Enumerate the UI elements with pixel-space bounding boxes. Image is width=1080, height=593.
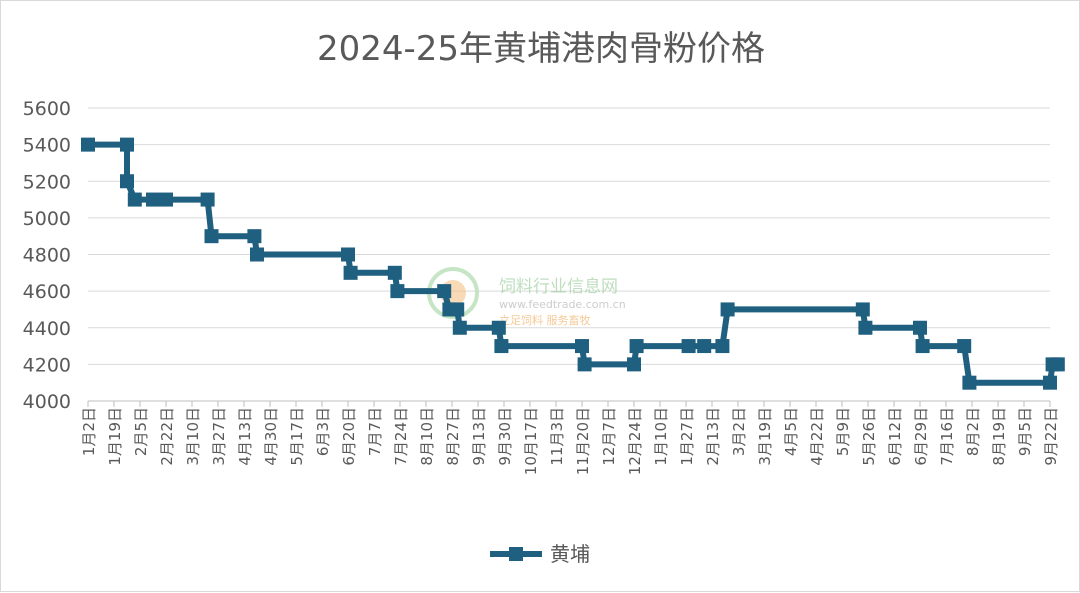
data-point xyxy=(1043,375,1057,390)
data-point xyxy=(715,339,730,354)
x-axis xyxy=(87,400,1051,407)
x-tick-label: 6月29日 xyxy=(912,407,930,466)
x-tick-label: 8月19日 xyxy=(990,407,1008,466)
data-point xyxy=(450,302,465,317)
data-point xyxy=(204,229,219,244)
x-tick-label: 6月20日 xyxy=(340,407,358,466)
x-tick-label: 7月16日 xyxy=(938,407,956,466)
data-point xyxy=(720,302,735,317)
y-tick-label: 4400 xyxy=(23,318,71,340)
watermark-url: www.feedtrade.com.cn xyxy=(499,298,626,311)
data-point xyxy=(858,320,873,335)
x-tick-label: 11月20日 xyxy=(574,407,592,475)
chart-title: 2024-25年黄埔港肉骨粉价格 xyxy=(317,29,765,69)
x-axis-ticks: 1月2日 1月19日 2月5日 2月22日 3月10日 3月27日 4月13日 4月30日 5月… xyxy=(80,407,1060,475)
y-tick-label: 4000 xyxy=(23,391,71,413)
x-tick-label: 4月30日 xyxy=(262,407,280,466)
data-point xyxy=(681,339,696,354)
data-point xyxy=(81,137,95,152)
x-tick-label: 12月7日 xyxy=(600,407,618,466)
x-tick-label: 12月24日 xyxy=(626,407,644,475)
data-point xyxy=(577,357,592,372)
legend-label: 黄埔 xyxy=(550,542,590,566)
data-point xyxy=(341,247,355,262)
series-line-黄埔 xyxy=(88,141,1058,386)
x-tick-label: 7月7日 xyxy=(366,407,384,456)
y-tick-label: 5400 xyxy=(23,135,71,157)
data-point xyxy=(200,192,215,207)
data-point xyxy=(452,320,467,335)
x-tick-label: 5月9日 xyxy=(834,407,852,456)
y-tick-label: 5000 xyxy=(23,208,71,230)
x-tick-label: 4月5日 xyxy=(782,407,800,456)
series-layer xyxy=(81,137,1065,390)
x-tick-label: 7月24日 xyxy=(392,407,410,466)
data-point xyxy=(146,192,160,207)
data-point xyxy=(491,320,506,335)
x-tick-label: 8月10日 xyxy=(418,407,436,466)
watermark-name: 饲料行业信息网 xyxy=(499,277,618,297)
x-tick-label: 1月2日 xyxy=(80,407,98,456)
data-point xyxy=(915,339,930,354)
x-tick-label: 9月30日 xyxy=(496,407,514,466)
x-tick-label: 4月13日 xyxy=(236,407,254,466)
x-tick-label: 9月22日 xyxy=(1042,407,1060,466)
gridlines xyxy=(88,107,1050,365)
data-point xyxy=(437,284,452,299)
y-tick-label: 5200 xyxy=(23,171,71,193)
y-axis-ticks: 4000 4200 4400 4600 4800 5000 5200 5400 5600 xyxy=(23,98,71,413)
data-point xyxy=(629,339,644,354)
x-tick-label: 5月26日 xyxy=(860,407,878,466)
data-point xyxy=(247,229,262,244)
x-tick-label: 3月10日 xyxy=(184,407,202,466)
data-point xyxy=(127,192,142,207)
y-tick-label: 4800 xyxy=(23,245,71,267)
data-point xyxy=(1050,357,1065,372)
x-tick-label: 3月19日 xyxy=(756,407,774,466)
y-tick-label: 4600 xyxy=(23,281,71,303)
data-point xyxy=(120,174,134,189)
data-point xyxy=(575,339,589,354)
x-tick-label: 9月13日 xyxy=(470,407,488,466)
legend-marker xyxy=(509,547,523,561)
data-point xyxy=(387,265,402,280)
data-point xyxy=(343,265,358,280)
legend: 黄埔 xyxy=(490,542,590,566)
x-tick-label: 2月22日 xyxy=(158,407,176,466)
x-tick-label: 10月17日 xyxy=(522,407,540,475)
y-tick-label: 4200 xyxy=(23,354,71,376)
x-tick-label: 8月2日 xyxy=(964,407,982,456)
data-point xyxy=(494,339,509,354)
x-tick-label: 8月27日 xyxy=(444,407,462,466)
data-point xyxy=(855,302,870,317)
data-point xyxy=(120,137,134,152)
x-tick-label: 5月17日 xyxy=(288,407,306,466)
data-point xyxy=(159,192,173,207)
x-tick-label: 1月10日 xyxy=(652,407,670,466)
data-point xyxy=(627,357,641,372)
data-point xyxy=(697,339,712,354)
x-tick-label: 1月19日 xyxy=(106,407,124,466)
watermark-slogan: 立足饲料 服务畜牧 xyxy=(499,313,591,327)
x-tick-label: 2月13日 xyxy=(704,407,722,466)
x-tick-label: 3月2日 xyxy=(730,407,748,456)
y-tick-label: 5600 xyxy=(23,98,71,120)
data-point xyxy=(957,339,972,354)
x-tick-label: 6月3日 xyxy=(314,407,332,456)
x-tick-label: 1月27日 xyxy=(678,407,696,466)
x-tick-label: 6月12日 xyxy=(886,407,904,466)
x-tick-label: 9月5日 xyxy=(1016,407,1034,456)
x-tick-label: 2月5日 xyxy=(132,407,150,456)
x-tick-label: 4月22日 xyxy=(808,407,826,466)
data-point xyxy=(390,284,405,299)
data-point xyxy=(962,375,977,390)
data-point xyxy=(250,247,264,262)
data-point xyxy=(913,320,927,335)
x-tick-label: 11月3日 xyxy=(548,407,566,466)
x-tick-label: 3月27日 xyxy=(210,407,228,466)
